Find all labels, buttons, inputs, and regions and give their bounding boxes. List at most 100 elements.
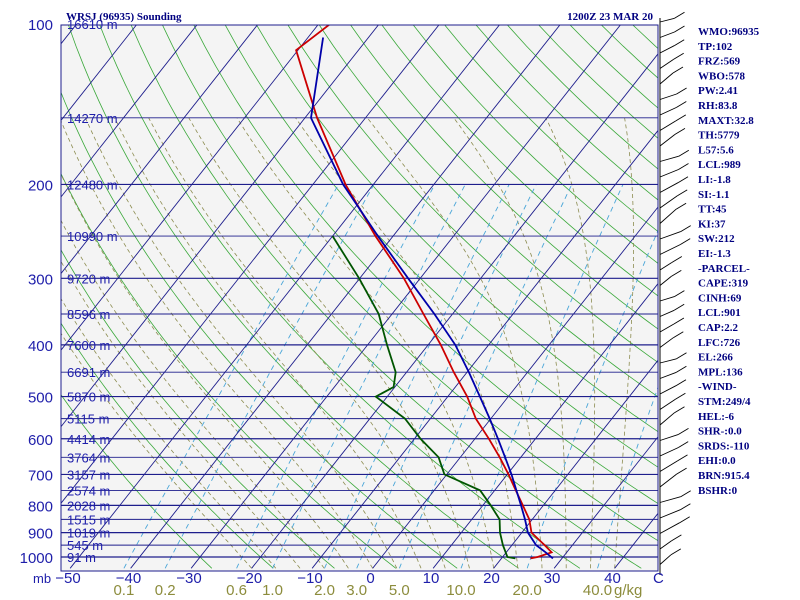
wind-barb xyxy=(659,509,681,519)
wind-barb-flag xyxy=(674,290,685,297)
wind-barb-flag xyxy=(671,534,682,542)
height-label: 3157 m xyxy=(67,467,110,482)
wind-barb xyxy=(659,276,672,286)
wind-barb-flag xyxy=(672,66,684,74)
index-label: MPL:136 xyxy=(698,366,743,378)
wind-barb xyxy=(659,323,675,333)
dry-adiabat xyxy=(130,25,642,569)
height-label: 10990 m xyxy=(67,229,118,244)
index-label: KI:37 xyxy=(698,218,726,230)
temperature-tick-label: −30 xyxy=(176,570,201,587)
wind-barb-flag xyxy=(673,303,685,311)
index-label: CAPE:319 xyxy=(698,278,749,290)
dry-adiabat xyxy=(381,25,658,297)
wind-barb-flag xyxy=(676,101,687,108)
wind-barb xyxy=(659,358,677,364)
wind-barb xyxy=(659,296,675,302)
wind-barb xyxy=(659,72,674,85)
mixing-ratio-line xyxy=(272,184,466,569)
index-label: EHI:0.0 xyxy=(698,455,736,467)
mixing-ratio-line xyxy=(324,184,510,569)
dry-adiabat xyxy=(99,25,581,569)
wind-barb xyxy=(659,134,676,147)
height-label: 14270 m xyxy=(67,111,118,126)
wind-barb-flag xyxy=(677,176,689,184)
dry-adiabat xyxy=(224,25,658,468)
height-label: 9720 m xyxy=(67,271,110,286)
wind-barb-flag xyxy=(680,225,691,232)
pressure-tick-label: 400 xyxy=(28,338,53,355)
isotherm xyxy=(61,25,198,198)
temperature-tick-label: 10 xyxy=(423,570,440,587)
wind-barb xyxy=(659,371,677,379)
wind-barb-flag xyxy=(671,256,683,263)
mixing-ratio-line xyxy=(398,184,573,569)
wind-barb xyxy=(659,208,677,224)
dry-adiabat xyxy=(61,249,335,569)
index-label: CINH:69 xyxy=(698,292,742,304)
index-label: BRN:915.4 xyxy=(698,470,750,482)
index-label: TP:102 xyxy=(698,41,733,53)
index-label: FRZ:569 xyxy=(698,56,741,68)
wind-barb-flag xyxy=(673,52,684,60)
isotherm xyxy=(493,359,658,569)
wind-barb xyxy=(659,31,675,38)
pressure-unit-label: mb xyxy=(33,571,51,586)
mixing-ratio-label: 0.6 xyxy=(226,582,247,599)
wind-barb-flag xyxy=(679,516,690,524)
mixing-ratio-line xyxy=(236,184,436,569)
wind-barb xyxy=(659,93,677,100)
plot-area xyxy=(61,25,658,571)
height-label: 91 m xyxy=(67,550,96,565)
index-label: TT:45 xyxy=(698,204,727,216)
mixing-ratio-line xyxy=(597,386,658,569)
wind-barb xyxy=(659,473,677,488)
height-label: 4414 m xyxy=(67,432,110,447)
dry-adiabat xyxy=(256,25,658,433)
isotherm xyxy=(130,25,561,569)
isotherm xyxy=(736,12,800,568)
wind-barb-flag xyxy=(674,406,685,414)
wind-barb-flag xyxy=(676,467,687,475)
height-label: 12480 m xyxy=(67,177,118,192)
pressure-tick-label: 100 xyxy=(28,17,53,34)
index-label: CAP:2.2 xyxy=(698,322,739,334)
mixing-ratio-line xyxy=(164,184,375,569)
dry-adiabat xyxy=(318,25,658,363)
index-label: TH:5779 xyxy=(698,130,740,142)
dry-adiabat xyxy=(61,91,458,569)
wind-barb-flag xyxy=(673,317,685,325)
height-label: 16610 m xyxy=(67,17,118,32)
isotherm xyxy=(61,25,319,351)
isotherm xyxy=(61,25,258,275)
height-label: 8596 m xyxy=(67,307,110,322)
mixing-ratio-label: 20.0 xyxy=(513,582,542,599)
parcel-trace xyxy=(310,37,554,560)
index-label: LFC:726 xyxy=(698,337,741,349)
wind-barb-flag xyxy=(678,149,690,157)
pressure-tick-label: 900 xyxy=(28,526,53,543)
index-label: L57:5.6 xyxy=(698,144,734,156)
index-label: RH:83.8 xyxy=(698,100,738,112)
dry-adiabat xyxy=(287,25,658,398)
mixing-ratio-label: 5.0 xyxy=(389,582,410,599)
index-label: WMO:96935 xyxy=(698,26,760,38)
index-label: HEL:-6 xyxy=(698,411,735,423)
pressure-tick-label: 700 xyxy=(28,467,53,484)
index-label: SRDS:-110 xyxy=(698,440,750,452)
mixing-ratio-label: 0.2 xyxy=(155,582,176,599)
index-label: SHR-:0.0 xyxy=(698,426,742,438)
wind-barb xyxy=(659,195,678,209)
plot-series xyxy=(295,25,554,560)
wind-barb xyxy=(659,231,681,240)
dry-adiabat xyxy=(68,25,519,569)
wind-barb-flag xyxy=(680,490,691,498)
height-label: 1515 m xyxy=(67,512,110,527)
wind-barb-flag xyxy=(675,379,687,387)
height-label: 3764 m xyxy=(67,450,110,465)
plot-frame xyxy=(60,24,659,572)
temperature-tick-label: 0 xyxy=(366,570,374,587)
isotherm xyxy=(251,53,658,569)
wind-barb-flag xyxy=(674,25,685,33)
index-label: EL:266 xyxy=(698,352,733,364)
